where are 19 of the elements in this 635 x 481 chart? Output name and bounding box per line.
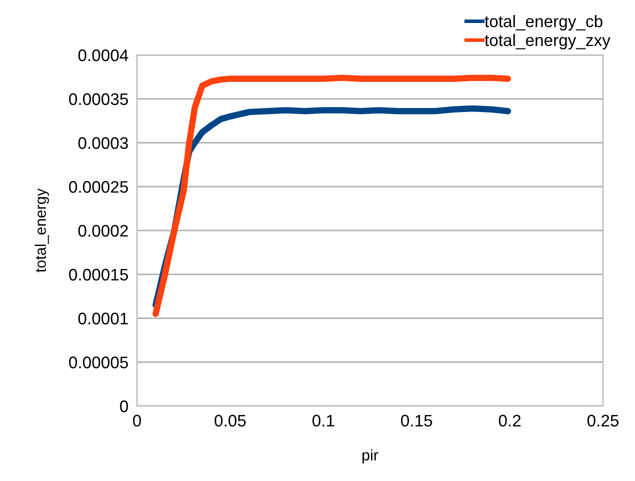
y-tick-label: 0.00025 xyxy=(69,181,128,193)
x-axis-title: pir xyxy=(362,449,378,464)
y-tick-label: 0.0004 xyxy=(78,49,128,62)
y-tick-label: 0 xyxy=(120,400,128,412)
y-tick-label: 0.00005 xyxy=(69,356,128,368)
x-tick-label: 0.1 xyxy=(312,414,334,427)
x-tick-label: 0.2 xyxy=(498,414,521,427)
x-tick-label: 0.25 xyxy=(587,414,619,427)
x-tick-label: 0.05 xyxy=(214,414,246,427)
y-tick-label: 0.0003 xyxy=(78,137,128,149)
x-tick-label: 0 xyxy=(133,414,141,427)
y-tick-label: 0.0002 xyxy=(78,224,128,237)
legend-label: total_energy_zxy xyxy=(484,34,610,50)
y-tick-label: 0.0001 xyxy=(78,312,128,324)
legend-label: total_energy_cb xyxy=(484,15,602,31)
y-axis-title: total_energy xyxy=(34,188,49,272)
y-tick-label: 0.00035 xyxy=(69,93,128,106)
x-tick-label: 0.15 xyxy=(401,414,432,427)
y-tick-label: 0.00015 xyxy=(69,268,128,281)
